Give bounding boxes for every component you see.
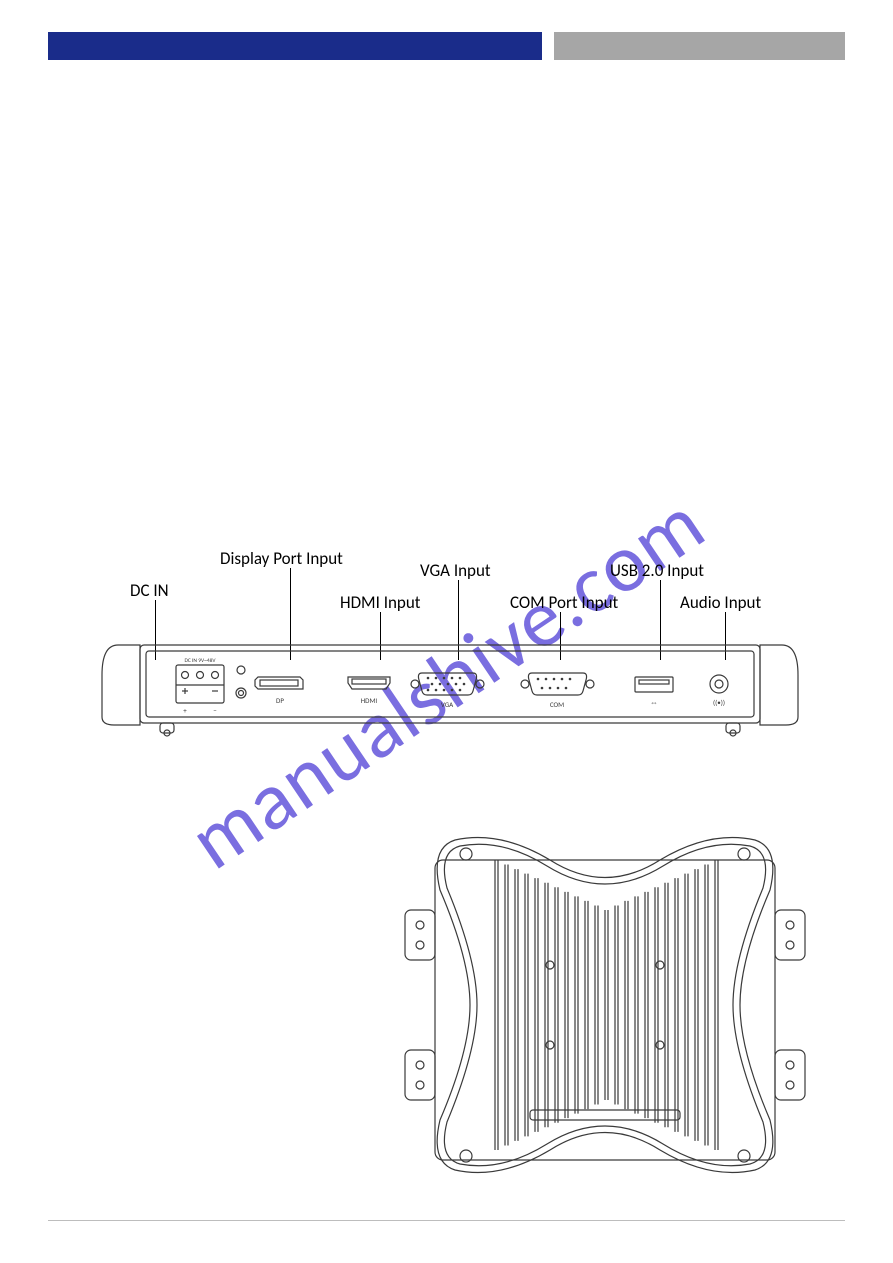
label-audio: Audio Input (680, 592, 761, 613)
port-text-hdmi: HDMI (361, 696, 378, 705)
label-vga: VGA Input (420, 560, 491, 581)
port-text-audio: ((•)) (713, 698, 725, 707)
port-text-plus: + (183, 706, 187, 715)
port-text-com: COM (550, 700, 564, 709)
front-view-diagram: DC IN Display Port Input HDMI Input VGA … (100, 530, 800, 790)
port-text-dc: DC IN 9V~48V (184, 658, 216, 664)
label-hdmi: HDMI Input (340, 592, 420, 613)
header-bars (48, 32, 845, 60)
header-bar-blue (48, 32, 542, 60)
port-text-usb: ⇔ (650, 698, 658, 708)
label-dc-in: DC IN (130, 580, 169, 601)
label-com-port: COM Port Input (510, 592, 618, 613)
device-top-svg (400, 800, 810, 1210)
port-text-vga: VGA (441, 700, 454, 709)
header-bar-grey (554, 32, 845, 60)
label-usb: USB 2.0 Input (610, 560, 704, 581)
port-text-dp: DP (276, 696, 284, 705)
label-display-port: Display Port Input (220, 548, 343, 569)
device-front-svg: DC IN 9V~48V + − DP HDMI VGA COM (100, 625, 800, 775)
footer-rule (48, 1220, 845, 1221)
port-text-minus: − (213, 706, 217, 715)
